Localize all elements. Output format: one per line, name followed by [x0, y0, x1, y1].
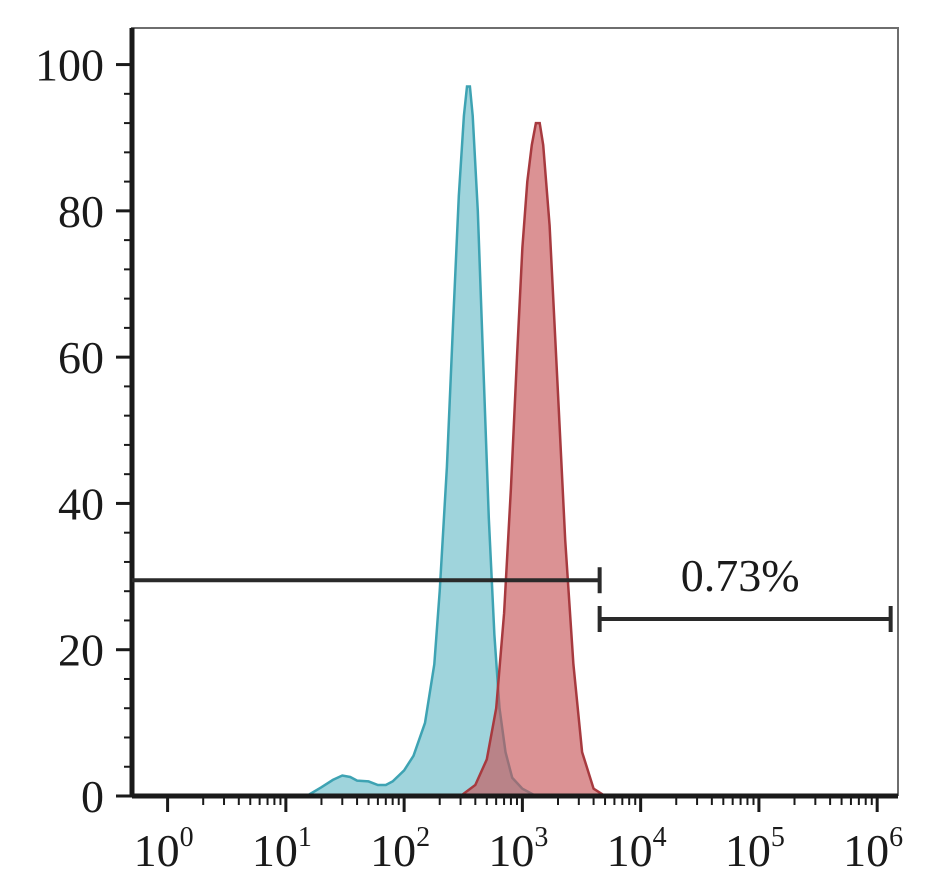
x-ticks: 100 101 102 103 104 105 106	[134, 796, 903, 872]
y-tick-label: 80	[58, 186, 104, 237]
y-tick-label: 100	[35, 40, 104, 91]
series-layer	[302, 85, 610, 798]
x-tick-label: 104	[607, 822, 667, 872]
gates: 0.73%	[132, 550, 893, 632]
x-tick-label: 101	[252, 822, 312, 872]
x-tick-label: 103	[488, 822, 548, 872]
x-tick-label: 105	[725, 822, 785, 872]
x-tick-label: 102	[370, 822, 430, 872]
gate-percentage-label: 0.73%	[681, 550, 800, 601]
y-tick-label: 60	[58, 332, 104, 383]
y-tick-label: 20	[58, 625, 104, 676]
y-tick-label: 40	[58, 478, 104, 529]
y-ticks: 0 20 40 60 80 100	[35, 40, 132, 822]
x-tick-label: 106	[843, 822, 903, 872]
y-tick-label: 0	[81, 771, 104, 822]
x-tick-label: 100	[134, 822, 194, 872]
histogram-series-2	[456, 121, 610, 798]
